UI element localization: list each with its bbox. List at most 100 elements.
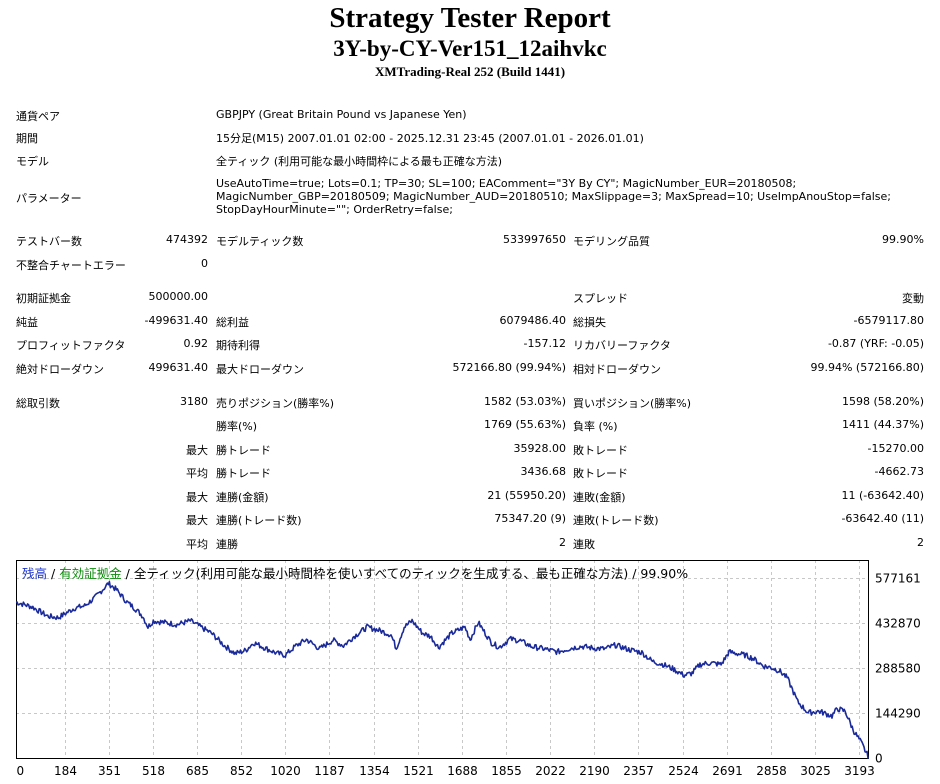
max-prefix-2: 最大 bbox=[186, 491, 208, 504]
abs-dd-label: 絶対ドローダウン bbox=[16, 363, 104, 376]
largest-loss-label: 敗トレード bbox=[573, 444, 628, 457]
rel-dd-value: 99.94% (572166.80) bbox=[810, 361, 924, 374]
max-cons-lossamt-label: 連敗(トレード数) bbox=[573, 514, 659, 527]
loss-rate-label: 負率 (%) bbox=[573, 420, 618, 433]
ea-name: 3Y-by-CY-Ver151_12aihvkc bbox=[333, 36, 607, 61]
legend-sep-1: / bbox=[47, 566, 60, 581]
recovery-value: -0.87 (YRF: -0.05) bbox=[827, 337, 924, 350]
payoff-value: -157.12 bbox=[523, 337, 566, 350]
bars-value: 474392 bbox=[166, 233, 208, 246]
avg-loss-label: 敗トレード bbox=[573, 467, 628, 480]
net-label: 純益 bbox=[16, 316, 38, 329]
legend-description: 全ティック(利用可能な最小時間枠を使いすべてのティックを生成する、最も正確な方法… bbox=[133, 566, 689, 581]
loss-rate-value: 1411 (44.37%) bbox=[841, 418, 924, 431]
avg-cons-loss-value: 2 bbox=[917, 536, 924, 549]
symbol-label: 通貨ペア bbox=[16, 110, 60, 123]
pf-label: プロフィットファクタ bbox=[16, 339, 126, 352]
chart-frame bbox=[16, 560, 869, 759]
average-prefix-2: 平均 bbox=[186, 538, 208, 551]
x-tick-label: 2691 bbox=[712, 764, 743, 778]
balance-chart: 0 144290 288580 432870 577161 0 184 351 518 685 8… bbox=[16, 560, 921, 778]
x-tick-label: 2357 bbox=[623, 764, 654, 778]
params-value: UseAutoTime=true; Lots=0.1; TP=30; SL=10… bbox=[216, 177, 891, 216]
x-tick-label: 1855 bbox=[491, 764, 522, 778]
max-cons-loss-value: 11 (-63642.40) bbox=[841, 489, 924, 502]
largest-prefix: 最大 bbox=[186, 444, 208, 457]
x-tick-label: 2524 bbox=[668, 764, 699, 778]
y-tick-label: 432870 bbox=[875, 617, 921, 631]
x-tick-label: 518 bbox=[142, 764, 165, 778]
x-tick-label: 852 bbox=[230, 764, 253, 778]
avg-loss-value: -4662.73 bbox=[874, 465, 924, 478]
max-cons-win-value: 21 (55950.20) bbox=[487, 489, 566, 502]
chart-legend: 残高 / 有効証拠金 / 全ティック(利用可能な最小時間枠を使いすべてのティック… bbox=[22, 563, 688, 582]
abs-dd-value: 499631.40 bbox=[148, 361, 209, 374]
long-value: 1598 (58.20%) bbox=[841, 395, 924, 408]
avg-win-label: 勝トレード bbox=[216, 467, 271, 480]
max-cons-win-label: 連勝(金額) bbox=[216, 491, 269, 504]
average-prefix: 平均 bbox=[186, 467, 208, 480]
symbol-value: GBPJPY (Great Britain Pound vs Japanese … bbox=[216, 108, 467, 121]
params-label: パラメーター bbox=[16, 192, 82, 205]
legend-equity: 有効証拠金 bbox=[59, 566, 122, 581]
ticks-label: モデルティック数 bbox=[216, 235, 304, 248]
short-label: 売りポジション(勝率%) bbox=[216, 397, 335, 410]
report-title: Strategy Tester Report bbox=[329, 2, 611, 34]
gross-profit-value: 6079486.40 bbox=[499, 314, 566, 327]
max-dd-value: 572166.80 (99.94%) bbox=[452, 361, 566, 374]
win-rate-value: 1769 (55.63%) bbox=[483, 418, 566, 431]
x-tick-label: 351 bbox=[98, 764, 121, 778]
spread-label: スプレッド bbox=[573, 292, 628, 305]
bars-label: テストバー数 bbox=[16, 235, 82, 248]
max-prefix-3: 最大 bbox=[186, 514, 208, 527]
x-tick-label: 0 bbox=[17, 764, 25, 778]
net-value: -499631.40 bbox=[144, 314, 208, 327]
y-tick-label: 144290 bbox=[875, 707, 921, 721]
period-label: 期間 bbox=[16, 132, 38, 145]
avg-cons-loss-label: 連敗 bbox=[573, 538, 595, 551]
quality-value: 99.90% bbox=[882, 233, 924, 246]
gross-profit-label: 総利益 bbox=[216, 316, 249, 329]
largest-win-label: 勝トレード bbox=[216, 444, 271, 457]
x-tick-label: 184 bbox=[54, 764, 77, 778]
largest-loss-value: -15270.00 bbox=[867, 442, 924, 455]
mismatch-value: 0 bbox=[201, 257, 208, 270]
x-tick-label: 1020 bbox=[270, 764, 301, 778]
rel-dd-label: 相対ドローダウン bbox=[573, 363, 661, 376]
gross-loss-label: 総損失 bbox=[573, 316, 606, 329]
legend-sep-2: / bbox=[121, 566, 134, 581]
max-cons-profit-label: 連勝(トレード数) bbox=[216, 514, 302, 527]
period-value: 15分足(M15) 2007.01.01 02:00 - 2025.12.31 … bbox=[216, 132, 644, 145]
y-tick-label: 0 bbox=[875, 752, 883, 766]
x-tick-label: 3025 bbox=[800, 764, 831, 778]
x-tick-label: 685 bbox=[186, 764, 209, 778]
x-tick-label: 2022 bbox=[535, 764, 566, 778]
avg-cons-win-label: 連勝 bbox=[216, 538, 238, 551]
short-value: 1582 (53.03%) bbox=[483, 395, 566, 408]
deposit-label: 初期証拠金 bbox=[16, 292, 71, 305]
y-tick-label: 577161 bbox=[875, 572, 921, 586]
max-cons-loss-label: 連敗(金額) bbox=[573, 491, 626, 504]
pf-value: 0.92 bbox=[183, 337, 209, 350]
total-trades-label: 総取引数 bbox=[16, 397, 60, 410]
model-label: モデル bbox=[16, 155, 49, 168]
x-tick-label: 1688 bbox=[447, 764, 478, 778]
legend-balance: 残高 bbox=[22, 566, 48, 581]
spread-value: 変動 bbox=[902, 292, 924, 305]
x-tick-label: 1354 bbox=[359, 764, 390, 778]
x-tick-label: 1521 bbox=[403, 764, 434, 778]
gross-loss-value: -6579117.80 bbox=[853, 314, 924, 327]
avg-win-value: 3436.68 bbox=[520, 465, 567, 478]
mismatch-label: 不整合チャートエラー bbox=[16, 259, 126, 272]
max-dd-label: 最大ドローダウン bbox=[216, 363, 304, 376]
x-tick-label: 1187 bbox=[314, 764, 345, 778]
balance-line bbox=[16, 580, 869, 759]
y-tick-label: 288580 bbox=[875, 662, 921, 676]
x-tick-label: 3193 bbox=[844, 764, 875, 778]
win-rate-label: 勝率(%) bbox=[216, 420, 258, 433]
x-tick-label: 2190 bbox=[579, 764, 610, 778]
largest-win-value: 35928.00 bbox=[513, 442, 567, 455]
long-label: 買いポジション(勝率%) bbox=[573, 397, 692, 410]
server-info: XMTrading-Real 252 (Build 1441) bbox=[374, 64, 566, 79]
payoff-label: 期待利得 bbox=[216, 339, 260, 352]
